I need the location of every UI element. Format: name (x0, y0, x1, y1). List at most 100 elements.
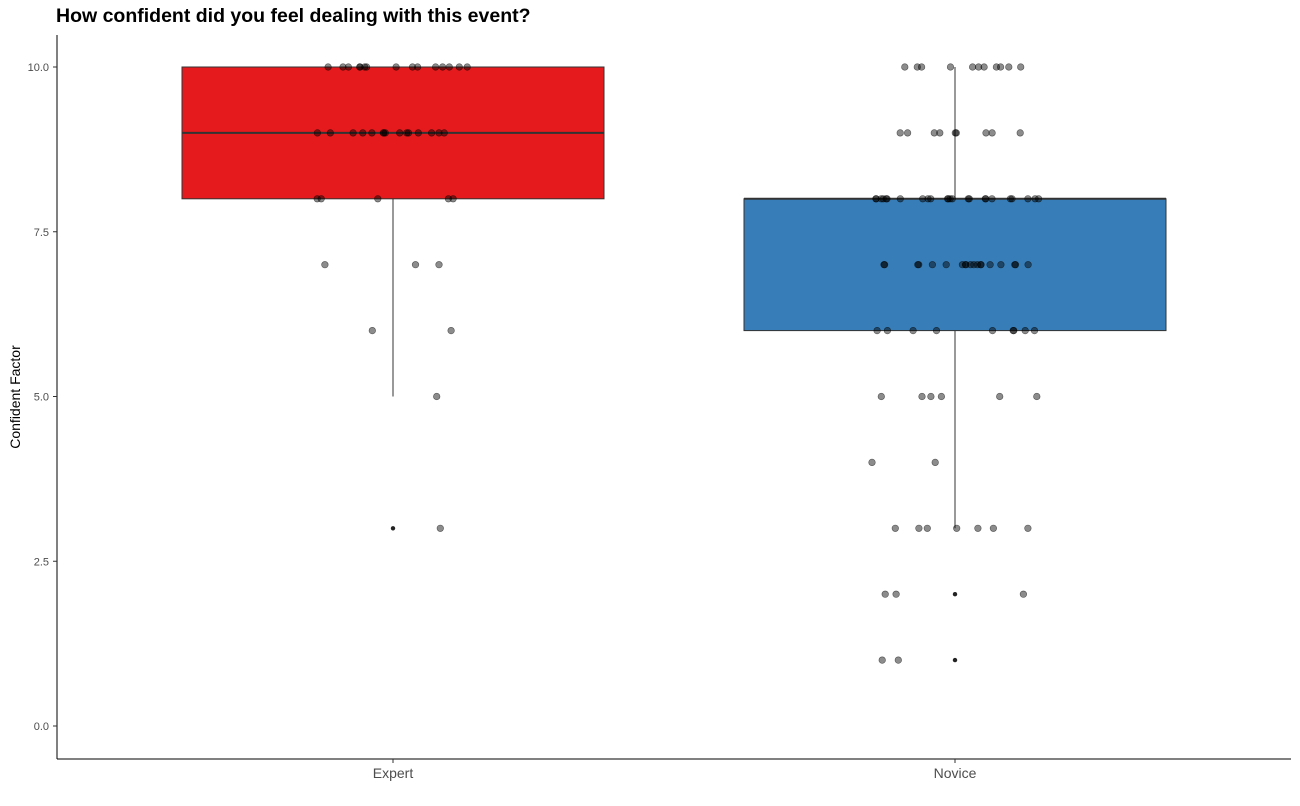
expert-jitter-point (463, 63, 471, 71)
novice-jitter-point (892, 590, 900, 598)
expert-jitter-point (428, 129, 436, 137)
expert-jitter-point (411, 261, 420, 269)
novice-jitter-point (1010, 327, 1018, 335)
y-axis-title: Confident Factor (7, 345, 23, 449)
novice-jitter-point (989, 524, 998, 532)
expert-jitter-point (379, 129, 387, 137)
novice-jitter-point (881, 590, 889, 598)
novice-jitter-point (974, 63, 983, 71)
novice-jitter-point (915, 261, 923, 269)
expert-jitter-point (408, 63, 417, 71)
y-tick-label: 2.5 (34, 556, 49, 568)
novice-jitter-point (1024, 195, 1032, 203)
expert-jitter-point (368, 327, 376, 335)
novice-jitter-point (1016, 129, 1024, 137)
novice-jitter-point (996, 63, 1005, 71)
novice-jitter-point (901, 63, 909, 71)
novice-jitter-point (958, 261, 967, 269)
x-category-label: Novice (934, 765, 977, 781)
expert-jitter-point (356, 63, 364, 71)
jitter-points-layer (313, 63, 1043, 664)
expert-jitter-point (404, 129, 413, 137)
expert-jitter-point (359, 129, 367, 137)
expert-jitter-point (440, 129, 448, 137)
novice-jitter-point (1034, 195, 1043, 203)
y-tick-label: 5.0 (34, 392, 49, 404)
novice-jitter-point (868, 458, 876, 467)
expert-jitter-point (432, 63, 440, 71)
novice-jitter-point (1019, 590, 1028, 598)
expert-jitter-point (455, 63, 463, 71)
expert-jitter-point (321, 261, 329, 269)
ticks-layer: 0.0 2.5 5.0 7.5 10.0 Expert Novice (28, 62, 977, 781)
novice-jitter-point (1021, 327, 1029, 335)
expert-jitter-point (414, 129, 422, 137)
novice-jitter-point (894, 656, 902, 664)
novice-box (743, 198, 1167, 332)
novice-jitter-point (873, 327, 881, 335)
expert-jitter-point (435, 129, 443, 137)
novice-jitter-point (918, 392, 926, 401)
novice-jitter-point (927, 195, 935, 203)
boxes-layer (181, 66, 1167, 663)
novice-jitter-point (882, 195, 890, 203)
novice-outlier-point (952, 657, 958, 663)
novice-jitter-point (997, 261, 1005, 269)
novice-jitter-point (1017, 63, 1025, 71)
novice-jitter-point (928, 261, 937, 269)
expert-jitter-point (339, 63, 347, 71)
expert-jitter-point (392, 63, 400, 71)
expert-jitter-point (313, 129, 322, 137)
novice-jitter-point (931, 458, 939, 467)
novice-jitter-point (1024, 524, 1032, 532)
novice-jitter-point (924, 195, 932, 203)
novice-jitter-point (927, 392, 935, 401)
novice-jitter-point (883, 327, 892, 335)
novice-jitter-point (903, 129, 912, 137)
x-category-label: Expert (373, 765, 414, 781)
expert-jitter-point (324, 63, 332, 71)
novice-jitter-point (917, 63, 926, 71)
novice-jitter-point (946, 195, 954, 203)
expert-outlier-point (390, 526, 396, 531)
expert-jitter-point (368, 129, 376, 137)
novice-jitter-point (988, 327, 997, 335)
novice-jitter-point (982, 195, 990, 203)
novice-jitter-point (909, 327, 917, 335)
novice-jitter-point (946, 63, 955, 71)
novice-jitter-point (880, 261, 888, 269)
novice-jitter-point (937, 392, 946, 401)
novice-jitter-point (878, 656, 886, 664)
novice-jitter-point (915, 524, 923, 532)
novice-jitter-point (977, 261, 985, 269)
novice-jitter-point (1030, 327, 1039, 335)
expert-jitter-point (449, 195, 457, 203)
novice-jitter-point (982, 129, 990, 137)
y-tick-label: 7.5 (34, 227, 49, 239)
novice-jitter-point (1008, 195, 1016, 203)
expert-jitter-point (363, 63, 371, 71)
novice-jitter-point (942, 261, 950, 269)
novice-jitter-point (986, 261, 994, 269)
novice-jitter-point (980, 63, 988, 71)
novice-jitter-point (936, 129, 944, 137)
novice-jitter-point (896, 129, 904, 137)
novice-jitter-point (930, 129, 938, 137)
novice-jitter-point (953, 524, 961, 532)
novice-jitter-point (891, 524, 899, 532)
novice-jitter-point (923, 524, 931, 532)
novice-jitter-point (996, 392, 1004, 401)
novice-jitter-point (1024, 261, 1032, 269)
expert-jitter-point (326, 129, 334, 137)
expert-jitter-point (374, 195, 382, 203)
novice-jitter-point (992, 63, 1001, 71)
expert-jitter-point (403, 129, 411, 137)
novice-jitter-point (1006, 195, 1015, 203)
expert-jitter-point (439, 63, 447, 71)
expert-jitter-point (396, 129, 404, 137)
y-tick-label: 10.0 (28, 62, 49, 74)
novice-jitter-point (988, 195, 996, 203)
expert-jitter-point (317, 195, 325, 203)
novice-jitter-point (877, 392, 885, 401)
